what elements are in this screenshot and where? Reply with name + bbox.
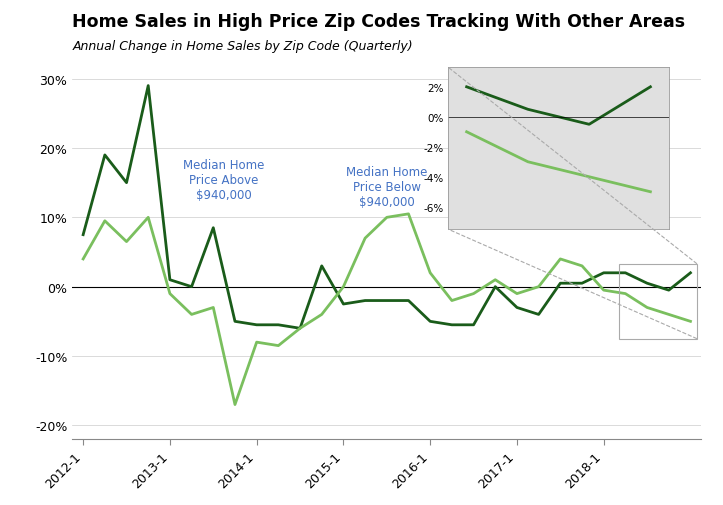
Text: Median Home
Price Above
$940,000: Median Home Price Above $940,000 bbox=[184, 159, 265, 201]
Text: Annual Change in Home Sales by Zip Code (Quarterly): Annual Change in Home Sales by Zip Code … bbox=[72, 40, 413, 53]
Bar bbox=[619, 264, 697, 339]
Text: Home Sales in High Price Zip Codes Tracking With Other Areas: Home Sales in High Price Zip Codes Track… bbox=[72, 13, 685, 31]
Text: Median Home
Price Below
$940,000: Median Home Price Below $940,000 bbox=[346, 165, 427, 208]
